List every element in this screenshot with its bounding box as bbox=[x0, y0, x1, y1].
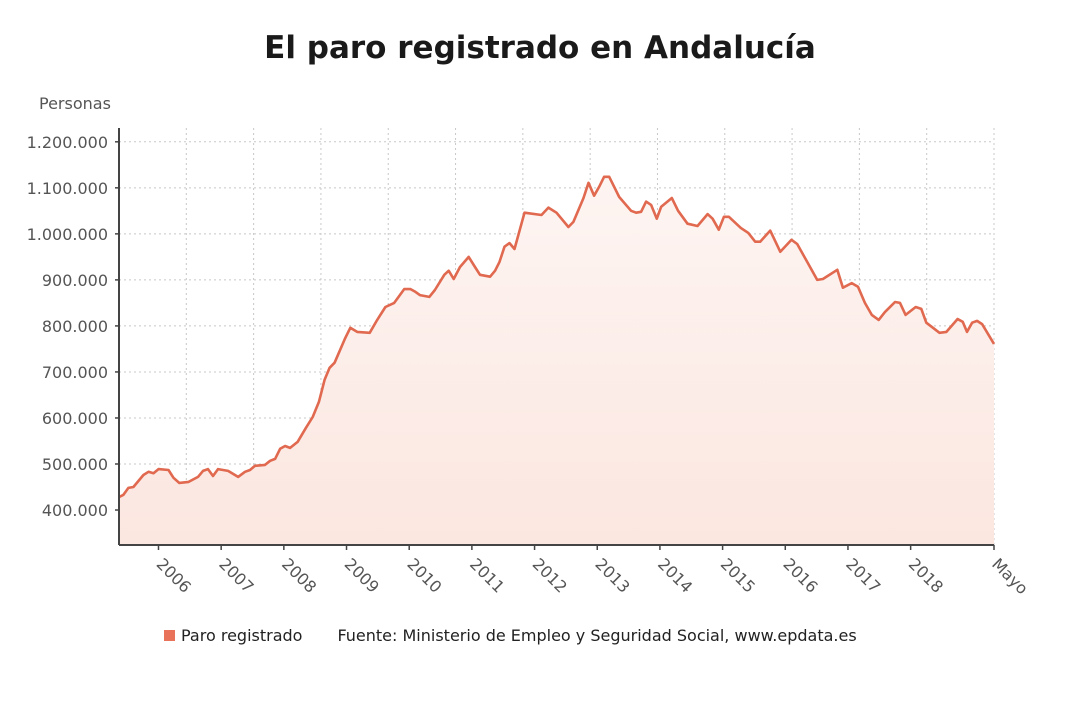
x-tick-label: Mayo bbox=[988, 554, 1032, 598]
x-tick-label: 2014 bbox=[654, 554, 696, 596]
y-tick-label: 400.000 bbox=[42, 501, 108, 520]
x-tick-label: 2017 bbox=[842, 554, 884, 596]
x-tick-label: 2007 bbox=[215, 554, 257, 596]
x-tick-label: 2011 bbox=[466, 554, 508, 596]
y-tick-label: 1.200.000 bbox=[27, 133, 108, 152]
series-line-paro-registrado bbox=[118, 175, 996, 499]
x-tick-label: 2013 bbox=[591, 554, 633, 596]
y-tick-labels: 400.000 500.000 600.000 700.000 800.000 900.0… bbox=[27, 133, 119, 520]
y-tick-label: 1.100.000 bbox=[27, 179, 108, 198]
y-tick-label: 1.000.000 bbox=[27, 225, 108, 244]
area-fill-group bbox=[118, 175, 996, 546]
x-tick-label: 2015 bbox=[717, 554, 759, 596]
x-tick-label: 2008 bbox=[278, 554, 320, 596]
x-tick-label: 2018 bbox=[905, 554, 947, 596]
x-tick-labels: 2006 2007 2008 2009 2010 2011 2012 2013 2014 2015… bbox=[153, 545, 1032, 598]
source-note: Fuente: Ministerio de Empleo y Seguridad… bbox=[337, 626, 857, 645]
chart-title: El paro registrado en Andalucía bbox=[264, 30, 816, 66]
x-tick-label: 2012 bbox=[529, 554, 571, 596]
y-tick-label: 900.000 bbox=[42, 271, 108, 290]
x-tick-label: 2016 bbox=[779, 554, 821, 596]
y-tick-label: 600.000 bbox=[42, 409, 108, 428]
legend-swatch bbox=[164, 630, 175, 641]
y-tick-label: 800.000 bbox=[42, 317, 108, 336]
y-tick-label: 700.000 bbox=[42, 363, 108, 382]
y-axis-label: Personas bbox=[39, 94, 111, 113]
legend: Paro registrado Fuente: Ministerio de Em… bbox=[164, 626, 857, 645]
area-fill bbox=[119, 176, 994, 546]
x-tick-label: 2006 bbox=[153, 554, 195, 596]
legend-label: Paro registrado bbox=[181, 626, 303, 645]
x-tick-label: 2010 bbox=[403, 554, 445, 596]
x-tick-label: 2009 bbox=[341, 554, 383, 596]
y-tick-label: 500.000 bbox=[42, 455, 108, 474]
